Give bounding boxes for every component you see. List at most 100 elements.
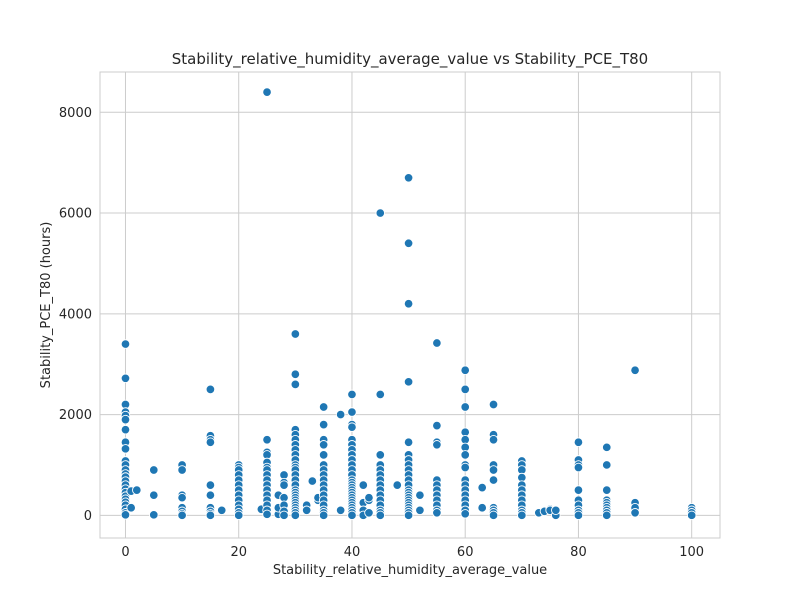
- y-tick-label: 6000: [59, 207, 92, 222]
- y-axis-label: Stability_PCE_T80 (hours): [39, 222, 54, 389]
- scatter-point: [517, 510, 527, 521]
- scatter-point: [205, 384, 216, 395]
- scatter-point: [279, 510, 289, 521]
- scatter-point: [573, 437, 584, 448]
- scatter-point: [318, 402, 329, 412]
- scatter-point: [460, 365, 470, 375]
- scatter-point: [279, 480, 289, 490]
- scatter-point: [403, 173, 414, 183]
- scatter-point: [460, 450, 470, 460]
- scatter-point: [290, 510, 301, 521]
- scatter-point: [233, 510, 244, 521]
- scatter-point: [375, 510, 386, 521]
- scatter-point: [551, 505, 561, 516]
- scatter-point: [262, 509, 272, 520]
- scatter-point: [432, 338, 442, 348]
- scatter-point: [120, 414, 131, 425]
- scatter-point: [177, 510, 187, 521]
- plot-frame: [99, 71, 721, 539]
- scatter-point: [205, 480, 216, 490]
- scatter-point: [290, 329, 301, 339]
- scatter-point: [488, 475, 499, 485]
- scatter-point: [358, 480, 369, 490]
- scatter-point: [347, 389, 357, 400]
- x-tick-label: 60: [457, 545, 474, 560]
- scatter-point: [290, 369, 301, 380]
- scatter-point: [392, 480, 403, 490]
- x-tick-label: 100: [679, 545, 704, 560]
- scatter-point: [262, 435, 272, 445]
- scatter-point: [120, 339, 131, 349]
- scatter-point: [602, 460, 612, 470]
- scatter-point: [120, 373, 131, 384]
- scatter-point: [432, 440, 442, 450]
- scatter-point: [318, 440, 329, 450]
- scatter-point: [347, 510, 357, 521]
- x-tick-label: 40: [344, 545, 361, 560]
- scatter-point: [290, 379, 301, 390]
- scatter-point: [573, 485, 584, 495]
- scatter-point: [149, 510, 159, 520]
- scatter-point: [149, 465, 159, 475]
- scatter-point: [318, 510, 329, 521]
- scatter-point: [132, 485, 142, 495]
- scatter-point: [477, 482, 487, 493]
- scatter-point: [403, 377, 414, 387]
- scatter-point: [205, 510, 216, 521]
- scatter-point: [335, 409, 346, 420]
- x-tick-label: 80: [570, 545, 587, 560]
- scatter-point: [364, 508, 374, 518]
- scatter-point: [415, 505, 425, 516]
- scatter-point: [126, 503, 136, 513]
- scatter-point: [488, 435, 499, 445]
- scatter-point: [460, 462, 470, 473]
- scatter-point: [375, 450, 386, 460]
- scatter-point: [205, 437, 216, 448]
- scatter-point: [318, 450, 329, 460]
- scatter-point: [403, 298, 414, 309]
- scatter-point: [403, 510, 414, 521]
- scatter-point: [602, 510, 612, 521]
- scatter-point: [602, 485, 612, 495]
- scatter-point: [216, 505, 227, 516]
- y-tick-label: 8000: [59, 106, 92, 121]
- scatter-point: [347, 422, 357, 432]
- scatter-point: [630, 508, 640, 518]
- scatter-point: [205, 490, 216, 500]
- scatter-point: [364, 492, 374, 503]
- x-tick-label: 0: [121, 545, 129, 560]
- grid-lines: [100, 72, 720, 538]
- scatter-point: [573, 510, 584, 521]
- scatter-point: [262, 87, 272, 97]
- scatter-point: [488, 399, 499, 410]
- scatter-point: [630, 365, 640, 375]
- scatter-point: [149, 490, 159, 500]
- scatter-point: [318, 419, 329, 430]
- scatter-point: [460, 384, 470, 395]
- scatter-point: [488, 510, 499, 521]
- scatter-point: [403, 437, 414, 448]
- scatter-point: [120, 424, 131, 435]
- scatter-point: [477, 503, 487, 513]
- scatter-point: [120, 510, 131, 520]
- data-points: [120, 87, 697, 521]
- scatter-point: [301, 505, 312, 516]
- scatter-point: [432, 508, 442, 518]
- scatter-point: [460, 509, 470, 519]
- scatter-point: [177, 492, 187, 503]
- y-tick-label: 0: [84, 509, 92, 524]
- scatter-point: [375, 389, 386, 400]
- chart-title: Stability_relative_humidity_average_valu…: [172, 50, 648, 69]
- y-tick-label: 4000: [59, 307, 92, 322]
- scatter-point: [335, 505, 346, 516]
- y-tick-label: 2000: [59, 408, 92, 423]
- y-tick-labels: 0 2000 4000 6000 8000: [59, 106, 92, 524]
- scatter-point: [307, 476, 318, 486]
- scatter-point: [375, 208, 386, 218]
- scatter-point: [602, 442, 612, 453]
- x-tick-label: 20: [230, 545, 247, 560]
- scatter-point: [573, 462, 584, 473]
- scatter-point: [460, 402, 470, 412]
